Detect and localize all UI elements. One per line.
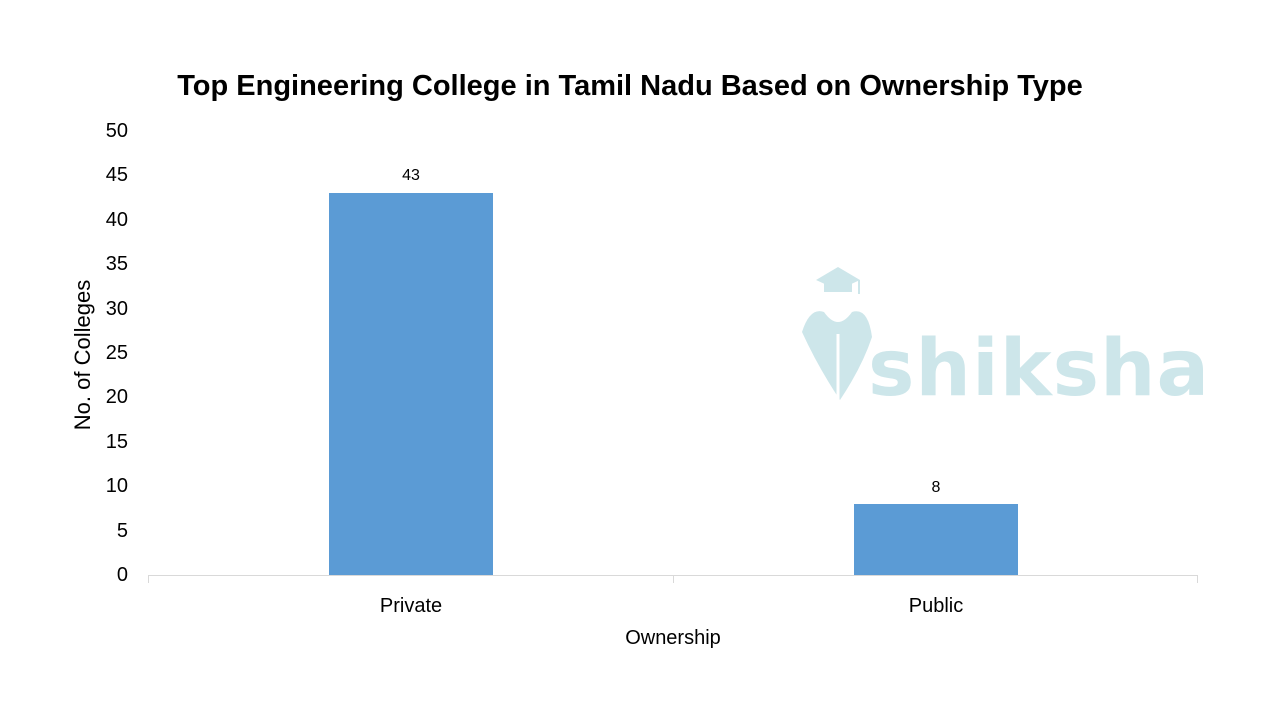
y-tick: 40 bbox=[105, 209, 128, 231]
x-axis-tick bbox=[148, 575, 149, 583]
data-label-public: 8 bbox=[931, 479, 941, 496]
x-category-public: Public bbox=[908, 595, 964, 617]
data-label-private: 43 bbox=[402, 167, 420, 184]
y-tick: 45 bbox=[105, 164, 128, 186]
y-tick: 50 bbox=[105, 120, 128, 142]
bar-private bbox=[329, 193, 493, 575]
x-category-private: Private bbox=[379, 595, 443, 617]
y-tick: 10 bbox=[105, 475, 128, 497]
x-axis-tick bbox=[673, 575, 674, 583]
y-tick: 30 bbox=[105, 298, 128, 320]
y-tick: 15 bbox=[105, 431, 128, 453]
y-tick: 0 bbox=[116, 564, 128, 586]
y-tick: 5 bbox=[116, 520, 128, 542]
graduate-cap-logo-icon bbox=[802, 267, 872, 400]
x-axis-tick bbox=[1197, 575, 1198, 583]
y-tick: 25 bbox=[105, 342, 128, 364]
chart-title: Top Engineering College in Tamil Nadu Ba… bbox=[177, 70, 1083, 102]
watermark-text: shiksha bbox=[868, 324, 1211, 414]
bar-public bbox=[854, 504, 1018, 575]
y-tick: 35 bbox=[105, 253, 128, 275]
x-axis-label: Ownership bbox=[625, 627, 721, 649]
watermark-logo: shiksha bbox=[800, 262, 1209, 414]
y-tick: 20 bbox=[105, 386, 128, 408]
